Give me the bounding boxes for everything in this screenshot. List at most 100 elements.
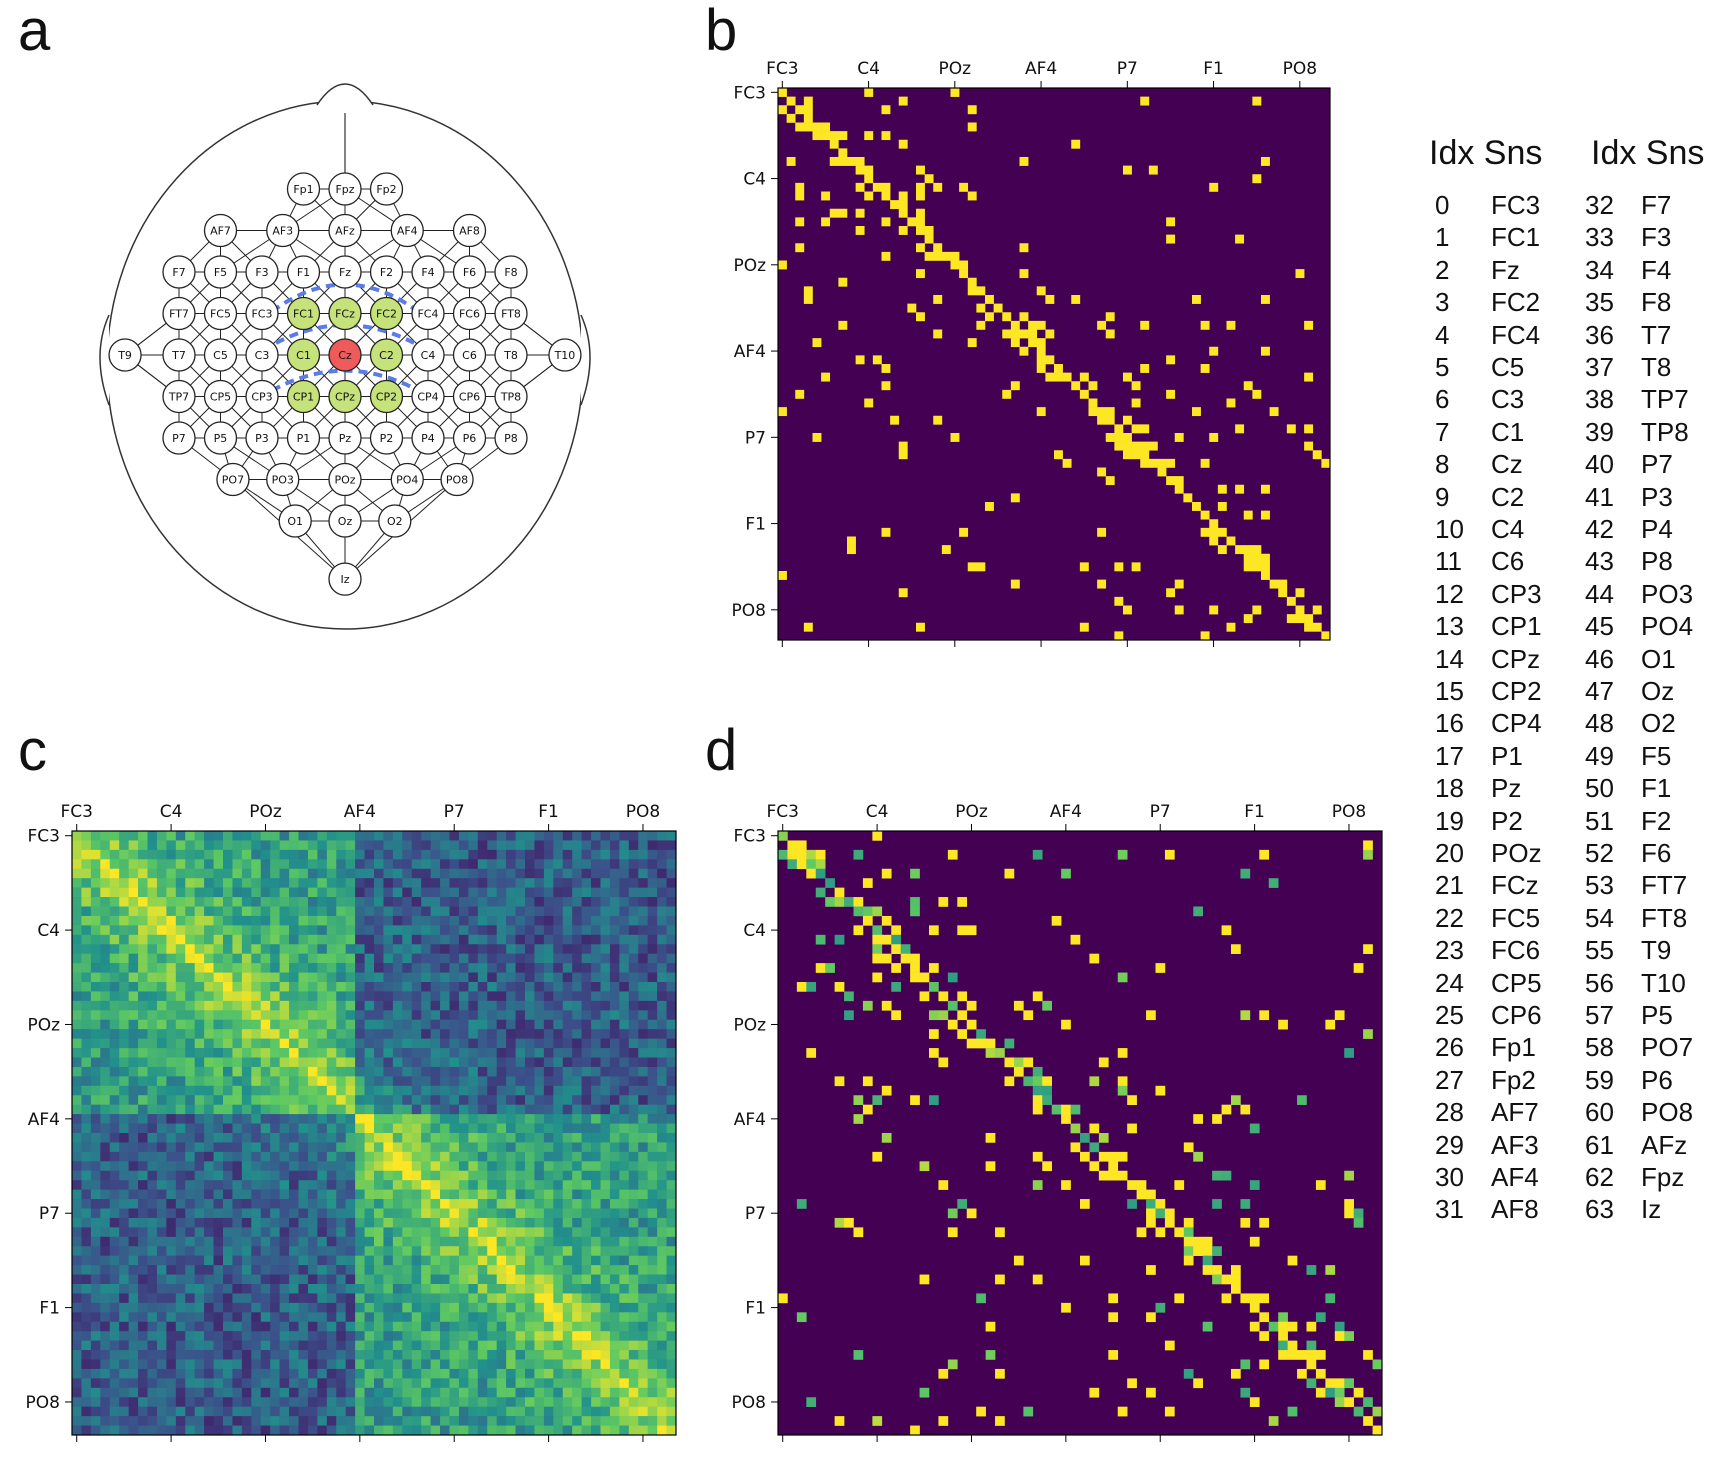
matrix-tick-label-x: FC3: [60, 802, 92, 822]
electrode-label: O2: [387, 515, 403, 528]
legend-sensor: P5: [1641, 1000, 1673, 1031]
legend-sensor: F6: [1641, 838, 1671, 869]
nose: [317, 84, 373, 105]
legend-index: 9: [1435, 482, 1449, 513]
legend-sensor: O1: [1641, 644, 1676, 675]
electrode-oz: Oz: [329, 505, 361, 537]
matrix-tick-label-y: P7: [745, 428, 766, 448]
electrode-label: FC4: [417, 308, 438, 321]
legend-sensor: Iz: [1641, 1194, 1661, 1225]
legend-index: 18: [1435, 773, 1464, 804]
electrode-f3: F3: [246, 256, 278, 288]
electrode-label: FC3: [251, 308, 272, 321]
legend-index: 13: [1435, 611, 1464, 642]
legend-index: 16: [1435, 708, 1464, 739]
legend-index: 23: [1435, 935, 1464, 966]
electrode-cpz: CPz: [329, 381, 361, 413]
electrode-label: C5: [213, 349, 228, 362]
matrix-tick-label-y: POz: [733, 1015, 766, 1035]
electrode-p3: P3: [246, 422, 278, 454]
electrode-label: T9: [117, 349, 132, 362]
legend-sensor: CP3: [1491, 579, 1542, 610]
legend-index: 7: [1435, 417, 1449, 448]
electrode-label: P1: [297, 432, 311, 445]
electrode-cp3: CP3: [246, 381, 278, 413]
legend-index: 51: [1585, 806, 1614, 837]
electrode-t8: T8: [495, 339, 527, 371]
legend-index: 48: [1585, 708, 1614, 739]
legend-sensor: F2: [1641, 806, 1671, 837]
electrode-fc2: FC2: [371, 298, 403, 330]
electrode-fpz: Fpz: [329, 173, 361, 205]
electrode-label: O1: [287, 515, 303, 528]
electrode-label: AF4: [397, 225, 418, 238]
matrix-tick-label-x: P7: [444, 802, 465, 822]
legend-sensor: FC1: [1491, 222, 1540, 253]
electrode-label: P6: [463, 432, 477, 445]
electrode-p8: P8: [495, 422, 527, 454]
electrode-po8: PO8: [441, 464, 473, 496]
legend-sensor: CPz: [1491, 644, 1540, 675]
electrode-fz: Fz: [329, 256, 361, 288]
legend-sensor: FT8: [1641, 903, 1687, 934]
electrode-label: T10: [554, 349, 576, 362]
legend-index: 58: [1585, 1032, 1614, 1063]
matrix-tick-label-x: PO8: [1283, 59, 1317, 79]
electrode-label: Fp2: [376, 183, 396, 196]
electrode-label: T7: [171, 349, 186, 362]
matrix-tick-label-x: AF4: [1025, 59, 1057, 79]
electrode-label: C1: [296, 349, 311, 362]
electrode-label: TP8: [500, 391, 521, 404]
legend-sensor: F7: [1641, 190, 1671, 221]
electrode-label: CP1: [293, 391, 314, 404]
matrix-tick-label-y: POz: [27, 1015, 60, 1035]
electrode-fc1: FC1: [288, 298, 320, 330]
legend-index: 8: [1435, 449, 1449, 480]
legend-index: 11: [1435, 546, 1462, 577]
legend-sensor: T10: [1641, 968, 1686, 999]
legend-sensor: P1: [1491, 741, 1523, 772]
electrode-label: PO7: [222, 474, 244, 487]
legend-sensor: C2: [1491, 482, 1524, 513]
electrode-tp7: TP7: [163, 381, 195, 413]
electrode-fc6: FC6: [454, 298, 486, 330]
panel-label-c: c: [18, 722, 47, 780]
matrix-tick-label-x: P7: [1150, 802, 1171, 822]
matrix-tick-label-y: AF4: [734, 342, 766, 362]
legend-index: 14: [1435, 644, 1464, 675]
legend-index: 32: [1585, 190, 1614, 221]
matrix-tick-label-y: POz: [733, 256, 766, 276]
electrode-label: AF3: [272, 225, 293, 238]
electrode-label: FT7: [169, 308, 189, 321]
electrode-label: C6: [462, 349, 477, 362]
legend-index: 34: [1585, 255, 1614, 286]
matrix-tick-label-x: C4: [160, 802, 183, 822]
electrode-af4: AF4: [391, 215, 423, 247]
legend-index: 60: [1585, 1097, 1614, 1128]
electrode-o2: O2: [379, 505, 411, 537]
electrode-t7: T7: [163, 339, 195, 371]
electrode-fc5: FC5: [205, 298, 237, 330]
matrix-tick-label-y: AF4: [28, 1110, 60, 1130]
matrix-tick-label-y: C4: [743, 170, 766, 190]
electrode-iz: Iz: [329, 563, 361, 595]
matrix-tick-label-x: C4: [857, 59, 880, 79]
electrode-label: Oz: [338, 515, 353, 528]
matrix-tick-label-x: FC3: [766, 59, 798, 79]
matrix-tick-label-y: C4: [743, 921, 766, 941]
electrode-f2: F2: [371, 256, 403, 288]
legend-index: 39: [1585, 417, 1614, 448]
matrix-tick-label-x: FC3: [766, 802, 798, 822]
electrode-fcz: FCz: [329, 298, 361, 330]
right-ear: [581, 315, 590, 405]
electrode-label: AF7: [210, 225, 231, 238]
legend-index: 10: [1435, 514, 1464, 545]
legend-sensor: PO4: [1641, 611, 1693, 642]
legend-sensor: PO3: [1641, 579, 1693, 610]
legend-sensor: PO8: [1641, 1097, 1693, 1128]
electrode-c6: C6: [454, 339, 486, 371]
electrode-label: Fpz: [335, 183, 354, 196]
electrode-label: F4: [421, 266, 434, 279]
legend-sensor: Fz: [1491, 255, 1520, 286]
